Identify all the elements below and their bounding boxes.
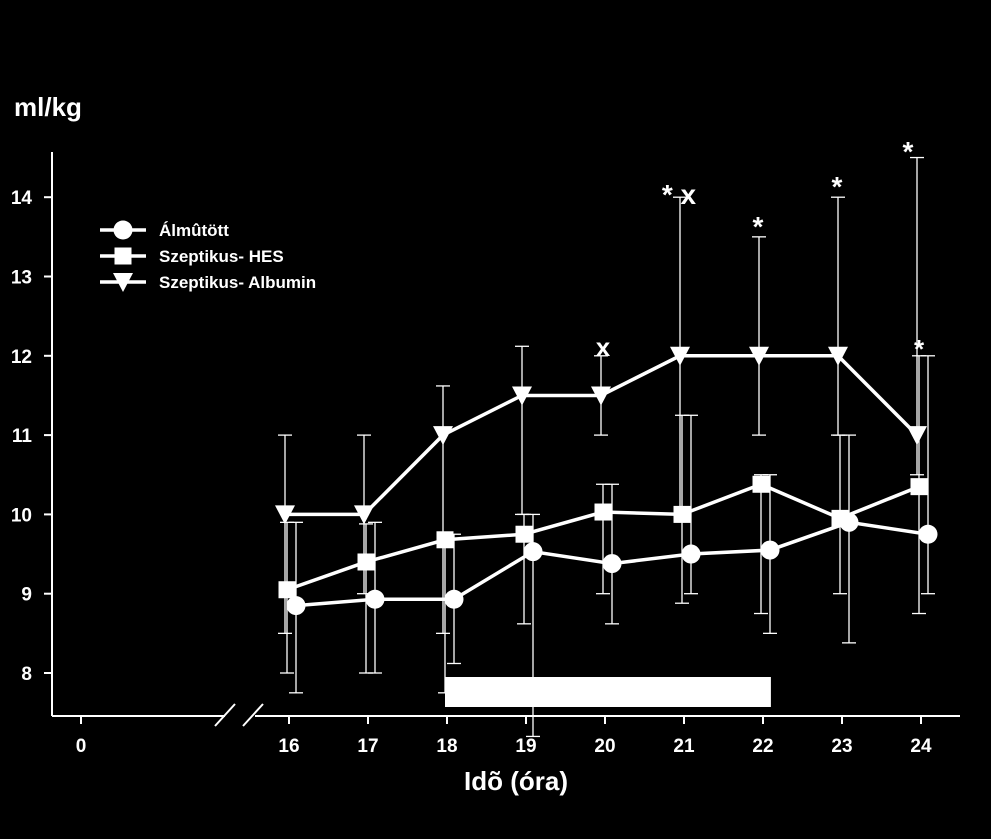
point-s0-3 [523, 542, 543, 562]
legend-marker-2 [113, 273, 133, 292]
point-s2-3 [512, 386, 532, 406]
annotation-2: * [753, 211, 764, 242]
point-s1-4 [594, 503, 612, 521]
point-s1-8 [910, 478, 928, 496]
annotation-0: x [596, 332, 611, 362]
point-s0-1 [365, 589, 385, 609]
point-s1-7 [831, 509, 849, 527]
x-tick-label-23: 23 [831, 736, 852, 757]
point-s1-5 [673, 505, 691, 523]
legend-label-2: Szeptikus- Albumin [159, 273, 316, 292]
legend-marker-0 [113, 220, 133, 240]
y-tick-label-13: 13 [11, 268, 32, 289]
point-s0-6 [760, 540, 780, 560]
point-s2-5 [670, 346, 690, 366]
point-s1-6 [752, 475, 770, 493]
y-tick-label-10: 10 [11, 505, 32, 526]
point-s2-8 [907, 426, 927, 446]
x-tick-label-16: 16 [278, 736, 299, 757]
y-tick-label-14: 14 [11, 188, 33, 209]
annotation-3: * [832, 171, 843, 202]
series-markers [275, 346, 938, 616]
point-s1-1 [357, 553, 375, 571]
annotation-5: * [914, 334, 925, 364]
point-s2-6 [749, 346, 769, 366]
point-s2-1 [354, 505, 374, 525]
error-bars [278, 156, 935, 738]
point-s0-5 [681, 544, 701, 564]
point-s2-2 [433, 426, 453, 446]
x-tick-label-20: 20 [594, 736, 615, 757]
axis-break-marks [214, 703, 264, 727]
x-tick-label-19: 19 [515, 736, 536, 757]
legend-marker-1 [114, 247, 132, 265]
x-tick-label-17: 17 [357, 736, 378, 757]
legend: Álmûtött Szeptikus- HES Szeptikus- Albumin [100, 220, 316, 292]
x-tick-label-0: 0 [76, 736, 87, 757]
y-tick-label-8: 8 [21, 664, 32, 685]
point-s2-4 [591, 386, 611, 406]
point-s1-3 [515, 525, 533, 543]
x-tick-label-18: 18 [436, 736, 457, 757]
point-s1-0 [278, 581, 296, 599]
x-tick-label-21: 21 [673, 736, 695, 757]
x-axis-label: Idõ (óra) [464, 766, 568, 796]
legend-label-0: Álmûtött [159, 221, 229, 240]
point-s0-4 [602, 554, 622, 574]
point-s0-8 [918, 524, 938, 544]
annotation-1: * x [662, 179, 697, 210]
point-s0-2 [444, 589, 464, 609]
point-s2-0 [275, 505, 295, 525]
point-s1-2 [436, 531, 454, 549]
annotation-4: * [903, 136, 914, 167]
x-tick-label-22: 22 [752, 736, 773, 757]
y-axis-label: ml/kg [14, 92, 82, 122]
time-interval-bar [445, 677, 771, 707]
y-tick-label-11: 11 [12, 426, 33, 447]
x-tick-label-24: 24 [910, 736, 932, 757]
y-tick-label-12: 12 [11, 347, 32, 368]
ticks: 8 9 10 11 12 13 14 0 16 17 18 19 20 21 22 23 24 [11, 188, 932, 757]
point-s2-7 [828, 346, 848, 366]
legend-label-1: Szeptikus- HES [159, 247, 284, 266]
significance-annotations: x * x * * * * [596, 136, 925, 364]
y-tick-label-9: 9 [21, 585, 32, 606]
point-s0-0 [286, 596, 306, 616]
